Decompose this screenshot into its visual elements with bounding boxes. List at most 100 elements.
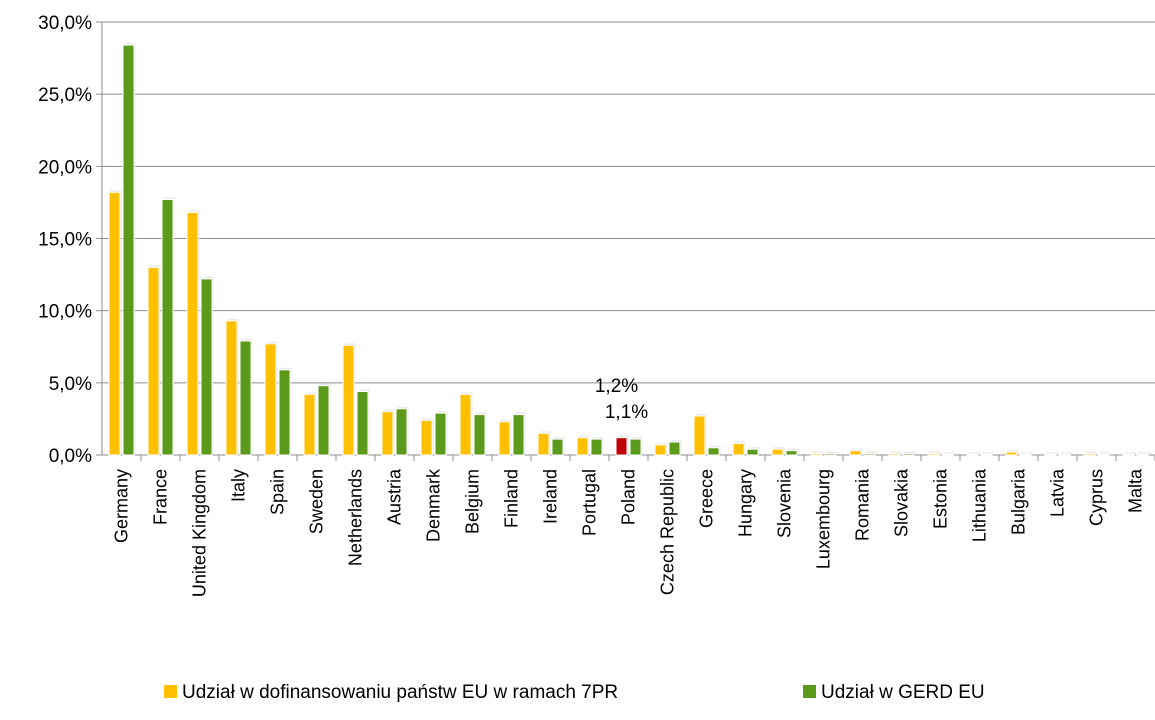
category-label: Poland xyxy=(619,469,639,525)
category-label: Ireland xyxy=(541,469,561,524)
bar-series-1 xyxy=(732,442,745,456)
bar-series-1 xyxy=(381,411,394,456)
bar-series-1 xyxy=(1005,451,1018,456)
category-label: United Kingdom xyxy=(190,469,210,597)
y-tick-label: 0,0% xyxy=(49,446,92,467)
bar-series-1 xyxy=(303,393,316,456)
bar-series-1 xyxy=(810,453,823,456)
category-label: Belgium xyxy=(463,469,483,534)
bar-series-1 xyxy=(342,344,355,456)
bar-series-1 xyxy=(264,343,277,456)
y-tick-label: 15,0% xyxy=(38,230,92,251)
y-tick-label: 30,0% xyxy=(38,13,92,34)
y-tick-label: 25,0% xyxy=(38,85,92,106)
category-label: Sweden xyxy=(307,469,327,534)
category-label: Netherlands xyxy=(346,469,366,566)
bar-series-1 xyxy=(1122,453,1135,456)
annotation-series-2: 1,1% xyxy=(605,402,648,423)
category-label: Portugal xyxy=(580,469,600,536)
category-label: Estonia xyxy=(931,468,951,529)
bar-series-1 xyxy=(225,320,238,456)
bar-series-1 xyxy=(927,453,940,456)
bar-series-2 xyxy=(902,453,915,456)
bar-series-2 xyxy=(941,453,954,456)
bar-series-2 xyxy=(668,441,681,456)
legend-swatch-series-2 xyxy=(803,685,816,698)
category-label: Lithuania xyxy=(970,468,990,542)
bar-series-1 xyxy=(576,437,589,456)
category-label: Italy xyxy=(229,469,249,502)
bar-series-1 xyxy=(654,444,667,456)
category-label: Malta xyxy=(1126,468,1146,513)
axes: 0,0% 5,0% 10,0% 15,0% 20,0% 25,0% 30,0% xyxy=(38,13,1155,467)
bar-series-2 xyxy=(629,438,642,456)
bar-series-2 xyxy=(1058,453,1071,456)
bar-series-2 xyxy=(785,450,798,456)
bar-series-2 xyxy=(746,448,759,456)
category-label: Slovenia xyxy=(775,468,795,538)
category-label: Slovakia xyxy=(892,468,912,537)
bar-series-2 xyxy=(824,453,837,456)
bar-series-2 xyxy=(122,44,135,456)
legend: Udział w dofinansowaniu państw EU w rama… xyxy=(164,682,985,703)
bar-series-1 xyxy=(108,191,121,456)
bar-series-1 xyxy=(147,266,160,456)
bar-series-2 xyxy=(434,412,447,456)
bar-series-1 xyxy=(1083,453,1096,456)
category-label: Czech Republic xyxy=(658,469,678,595)
y-tick-label: 10,0% xyxy=(38,302,92,323)
bar-series-2 xyxy=(1019,453,1032,456)
category-label: Luxembourg xyxy=(814,469,834,569)
bar-series-1 xyxy=(693,415,706,456)
legend-label-series-2: Udział w GERD EU xyxy=(821,682,985,703)
y-tick-label: 5,0% xyxy=(49,374,92,395)
bar-series-2 xyxy=(161,199,174,456)
bars xyxy=(108,43,1150,456)
category-label: Latvia xyxy=(1048,468,1068,517)
bar-series-2 xyxy=(317,385,330,456)
bar-series-1 xyxy=(888,453,901,456)
category-label: Denmark xyxy=(424,468,444,542)
bar-series-1 xyxy=(615,437,628,456)
bar-series-1 xyxy=(186,212,199,456)
bar-series-2 xyxy=(473,414,486,456)
bar-series-2 xyxy=(707,447,720,456)
bar-series-1 xyxy=(498,421,511,456)
annotation-series-1: 1,2% xyxy=(595,376,638,397)
bar-series-1 xyxy=(771,448,784,456)
category-label: Romania xyxy=(853,468,873,541)
bar-series-2 xyxy=(356,390,369,456)
category-label: Austria xyxy=(385,468,405,525)
y-tick-label: 20,0% xyxy=(38,157,92,178)
bar-series-1 xyxy=(1044,453,1057,456)
bar-series-2 xyxy=(551,438,564,456)
bar-series-2 xyxy=(1136,453,1149,456)
category-label: Cyprus xyxy=(1087,469,1107,526)
legend-label-series-1: Udział w dofinansowaniu państw EU w rama… xyxy=(182,682,618,703)
bar-series-1 xyxy=(966,453,979,456)
bar-series-1 xyxy=(459,393,472,456)
category-label: Finland xyxy=(502,469,522,528)
bar-series-2 xyxy=(980,453,993,456)
category-label: Greece xyxy=(697,469,717,528)
category-labels: Germany France United Kingdom Italy Spain Swe… xyxy=(112,468,1146,597)
bar-series-1 xyxy=(420,419,433,456)
legend-swatch-series-1 xyxy=(164,685,177,698)
bar-series-2 xyxy=(863,453,876,456)
bar-series-2 xyxy=(512,414,525,456)
bar-series-2 xyxy=(278,369,291,456)
bar-series-2 xyxy=(590,438,603,456)
bar-series-1 xyxy=(537,432,550,456)
bar-series-2 xyxy=(395,408,408,456)
category-label: Bulgaria xyxy=(1009,468,1029,535)
bar-series-2 xyxy=(200,278,213,456)
bar-series-1 xyxy=(849,450,862,456)
category-label: France xyxy=(151,469,171,525)
category-label: Hungary xyxy=(736,469,756,537)
annotations: 1,2% 1,1% xyxy=(595,376,648,423)
category-label: Spain xyxy=(268,469,288,515)
category-label: Germany xyxy=(112,469,132,543)
bar-series-2 xyxy=(239,340,252,456)
